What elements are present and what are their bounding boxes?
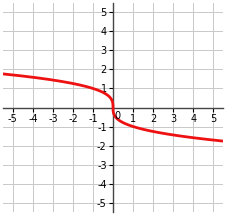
Text: 0: 0 [113, 111, 120, 121]
